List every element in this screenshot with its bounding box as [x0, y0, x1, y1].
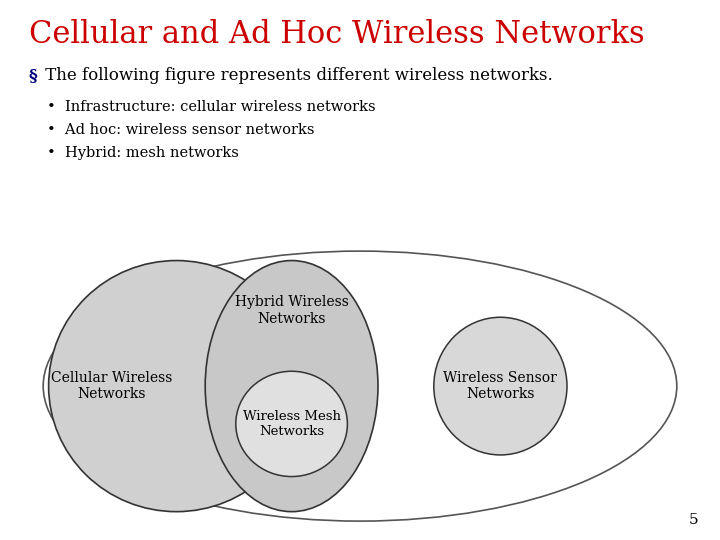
- Ellipse shape: [433, 318, 567, 455]
- Text: •  Infrastructure: cellular wireless networks: • Infrastructure: cellular wireless netw…: [47, 100, 375, 114]
- Text: Wireless Sensor
Networks: Wireless Sensor Networks: [444, 371, 557, 401]
- Ellipse shape: [49, 260, 304, 512]
- Text: Cellular and Ad Hoc Wireless Networks: Cellular and Ad Hoc Wireless Networks: [29, 19, 644, 50]
- Ellipse shape: [43, 251, 677, 521]
- Text: •  Hybrid: mesh networks: • Hybrid: mesh networks: [47, 146, 238, 160]
- Text: The following figure represents different wireless networks.: The following figure represents differen…: [40, 68, 552, 84]
- Ellipse shape: [236, 372, 348, 477]
- Text: Hybrid Wireless
Networks: Hybrid Wireless Networks: [235, 295, 348, 326]
- Text: •  Ad hoc: wireless sensor networks: • Ad hoc: wireless sensor networks: [47, 123, 315, 137]
- Text: §: §: [29, 68, 37, 84]
- Text: Wireless Mesh
Networks: Wireless Mesh Networks: [243, 410, 341, 438]
- Ellipse shape: [205, 260, 378, 512]
- Text: 5: 5: [689, 512, 698, 526]
- Text: Cellular Wireless
Networks: Cellular Wireless Networks: [51, 371, 172, 401]
